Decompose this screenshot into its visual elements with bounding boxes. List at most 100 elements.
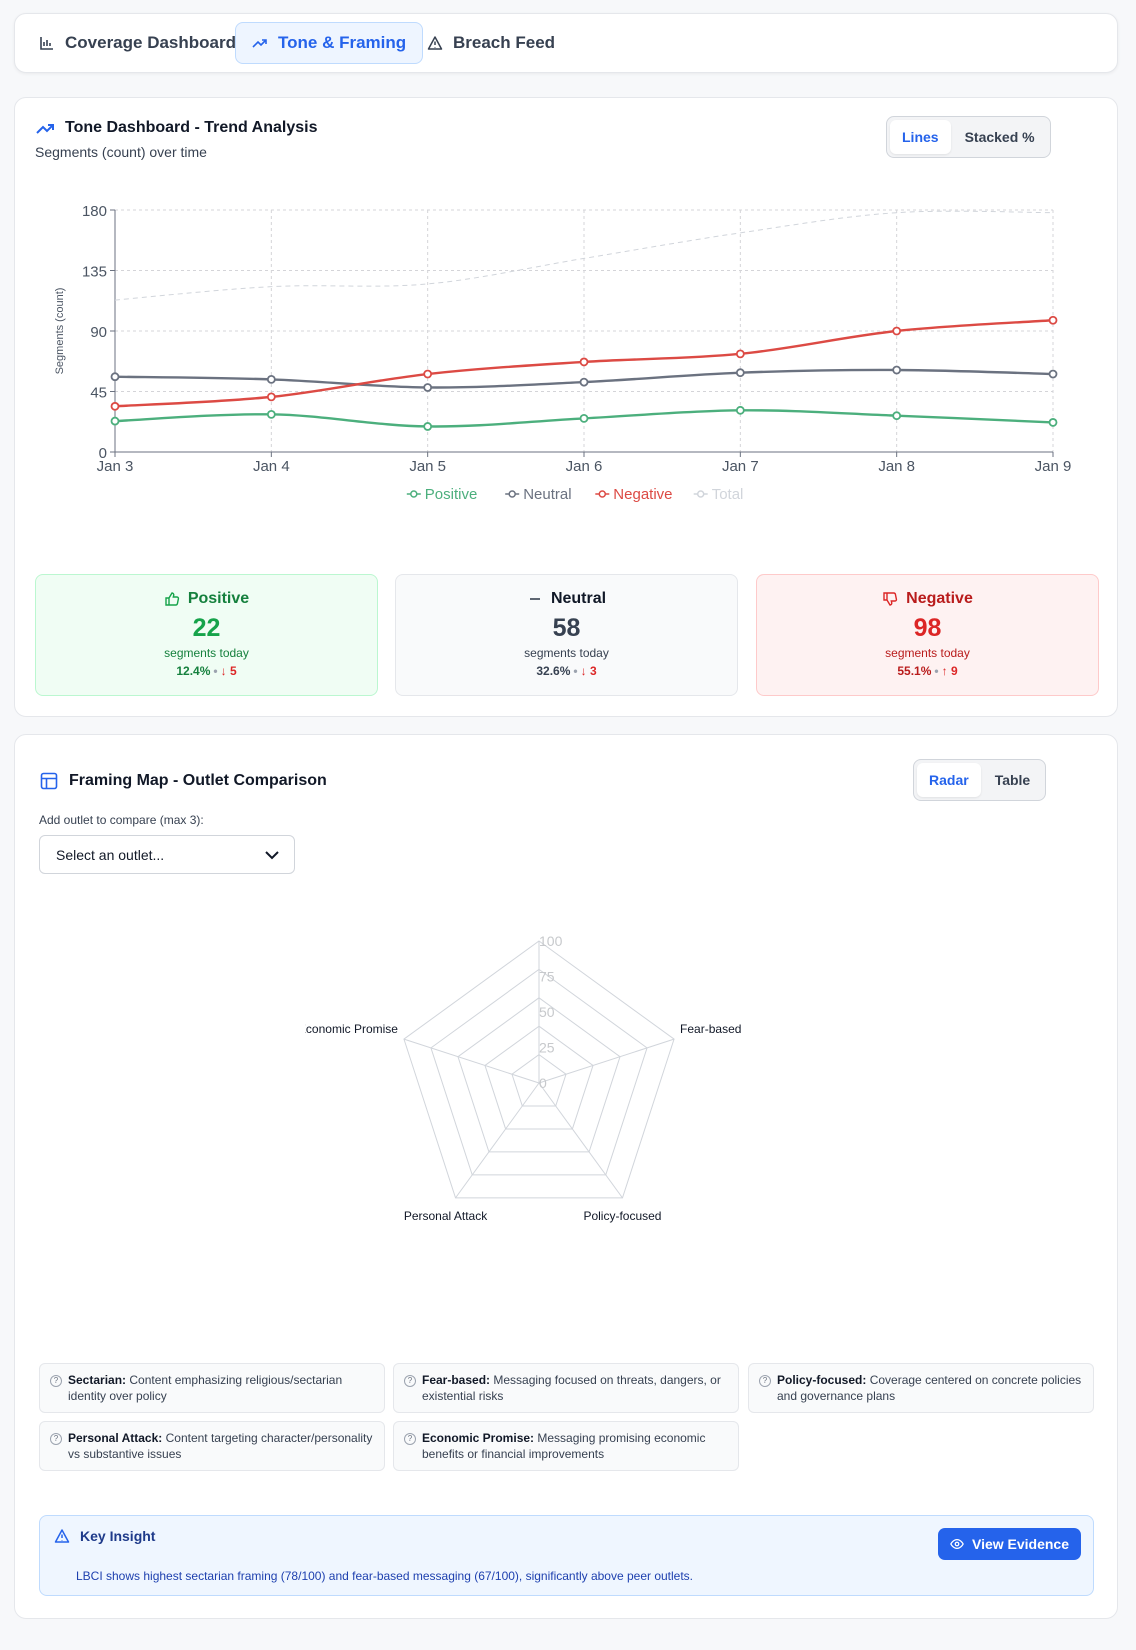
legend-label: Positive: [425, 486, 478, 503]
positive-label: Positive: [187, 590, 250, 607]
tab-label: Tone & Framing: [278, 33, 407, 52]
arrow-down-icon: ↓: [580, 664, 590, 678]
tab-breach-feed[interactable]: Breach Feed: [411, 22, 571, 64]
data-point-negative: [110, 401, 120, 411]
framing-view-toggle: Radar Table: [913, 759, 1047, 801]
key-insight-text: LBCI shows highest sectarian framing (78…: [76, 1569, 694, 1583]
negative-unit: segments today: [885, 646, 970, 660]
radar-axis-label-personal-attack: Personal Attack: [404, 1209, 488, 1223]
radar-spoke: [538, 1038, 675, 1084]
tone-view-toggle: Lines Stacked %: [886, 116, 1051, 158]
legend-swatch-dot: [508, 490, 516, 498]
x-tick-label: Jan 8: [878, 458, 915, 475]
thumbs-up-icon: [165, 592, 179, 606]
neutral-unit: segments today: [524, 646, 609, 660]
x-tick-label: Jan 5: [409, 458, 446, 475]
lines-view-button[interactable]: Lines: [890, 120, 951, 154]
positive-count: 22: [192, 614, 221, 642]
outlet-select-value: Select an outlet...: [56, 846, 165, 863]
data-point-positive: [892, 411, 902, 421]
legend-swatch-dot: [410, 490, 418, 498]
data-point-neutral: [735, 368, 745, 378]
eye-icon: [950, 1538, 964, 1550]
view-evidence-button[interactable]: View Evidence: [937, 1528, 1081, 1560]
definition-economic-promise: ? Economic Promise: Messaging promising …: [393, 1421, 739, 1471]
radar-axis-label-fear-based: Fear-based: [680, 1022, 741, 1036]
radar-view-button[interactable]: Radar: [917, 763, 981, 797]
data-point-negative: [892, 326, 902, 336]
legend-label: Negative: [613, 486, 672, 503]
radar-axis-label-policy-focused: Policy-focused: [583, 1209, 661, 1223]
legend-swatch-dot: [598, 490, 607, 498]
data-point-positive: [266, 409, 276, 419]
bar-chart-icon: [40, 37, 53, 50]
tone-trend-chart: 0 45 90 135 180 Jan 3 Jan 4 Jan 5 Jan 6 Jan 7 Jan …: [54, 203, 1072, 503]
minus-icon: [529, 598, 540, 600]
data-point-negative: [423, 369, 433, 379]
negative-percent: 55.1%: [897, 664, 932, 678]
radar-tick-label: 50: [539, 1004, 555, 1020]
x-tick-label: Jan 7: [722, 458, 759, 475]
y-tick-label: 135: [82, 264, 107, 281]
legend-label: Neutral: [523, 486, 571, 503]
radar-tick-label: 100: [539, 935, 563, 949]
outlet-select-label: Add outlet to compare (max 3):: [39, 813, 204, 827]
radar-spoke: [538, 1082, 623, 1199]
help-circle-icon: ?: [404, 1375, 416, 1387]
data-point-neutral: [579, 377, 589, 387]
table-view-button[interactable]: Table: [994, 772, 1031, 788]
stacked-percent-view-button[interactable]: Stacked %: [964, 129, 1035, 145]
radar-axis-label-economic-promise: Economic Promise: [305, 1022, 398, 1036]
legend-item-total: Total: [693, 486, 744, 503]
legend-label: Total: [712, 486, 744, 503]
radar-grid-ring: [457, 997, 621, 1153]
negative-stat-card: Negative 98 segments today 55.1% • ↑ 9: [756, 574, 1099, 696]
framing-radar-chart: 0 25 50 75 100Sectarian Fear-based Policy-focu…: [305, 935, 741, 1223]
tab-coverage-dashboard[interactable]: Coverage Dashboard: [23, 22, 252, 64]
tone-subtitle: Segments (count) over time: [35, 144, 207, 160]
positive-change: 5: [229, 664, 237, 678]
definition-policy-focused: ? Policy-focused: Coverage centered on c…: [748, 1363, 1094, 1413]
data-point-neutral: [266, 374, 276, 384]
negative-count: 98: [913, 614, 942, 642]
neutral-stat-card: Neutral 58 segments today 32.6% • ↓ 3: [395, 574, 738, 696]
tone-title: Tone Dashboard - Trend Analysis: [35, 118, 318, 138]
radar-axis-label-sectarian: Sectarian: [514, 935, 565, 938]
tab-tone-framing[interactable]: Tone & Framing: [235, 22, 424, 64]
neutral-change: 3: [589, 664, 597, 678]
y-tick-label: 45: [90, 385, 107, 402]
data-point-positive: [1048, 418, 1058, 427]
help-circle-icon: ?: [759, 1375, 771, 1387]
arrow-down-icon: ↓: [220, 664, 230, 678]
neutral-percent: 32.6%: [536, 664, 571, 678]
outlet-select[interactable]: Select an outlet...: [39, 835, 295, 874]
legend-item-neutral: Neutral: [505, 486, 572, 503]
y-tick-label: 0: [99, 445, 107, 462]
negative-label: Negative: [906, 590, 973, 607]
data-point-negative: [1048, 315, 1058, 325]
data-point-negative: [579, 357, 589, 367]
radar-tick-label: 0: [539, 1075, 547, 1091]
positive-stat-card: Positive 22 segments today 12.4% • ↓ 5: [35, 574, 378, 696]
data-point-neutral: [892, 365, 902, 375]
help-circle-icon: ?: [50, 1375, 62, 1387]
neutral-count: 58: [552, 614, 581, 642]
x-tick-label: Jan 3: [97, 458, 134, 475]
data-point-positive: [735, 405, 745, 415]
arrow-up-icon: ↑: [941, 664, 951, 678]
y-axis-label: Segments (count): [54, 288, 66, 375]
chevron-down-icon: [265, 850, 279, 859]
warning-icon: [427, 36, 443, 50]
legend-item-negative: Negative: [595, 486, 673, 503]
series-line-total: [114, 210, 1054, 301]
radar-spoke: [403, 1038, 540, 1084]
data-point-negative: [735, 349, 745, 359]
warning-icon: [54, 1529, 70, 1543]
tab-label: Breach Feed: [453, 33, 556, 52]
radar-grid-ring: [403, 940, 675, 1199]
x-tick-label: Jan 9: [1035, 458, 1072, 475]
radar-grid-ring: [511, 1053, 567, 1107]
definition-personal-attack: ? Personal Attack: Content targeting cha…: [39, 1421, 385, 1471]
framing-map-card: Framing Map - Outlet Comparison Radar Ta…: [14, 734, 1118, 1619]
radar-tick-label: 75: [539, 969, 555, 985]
